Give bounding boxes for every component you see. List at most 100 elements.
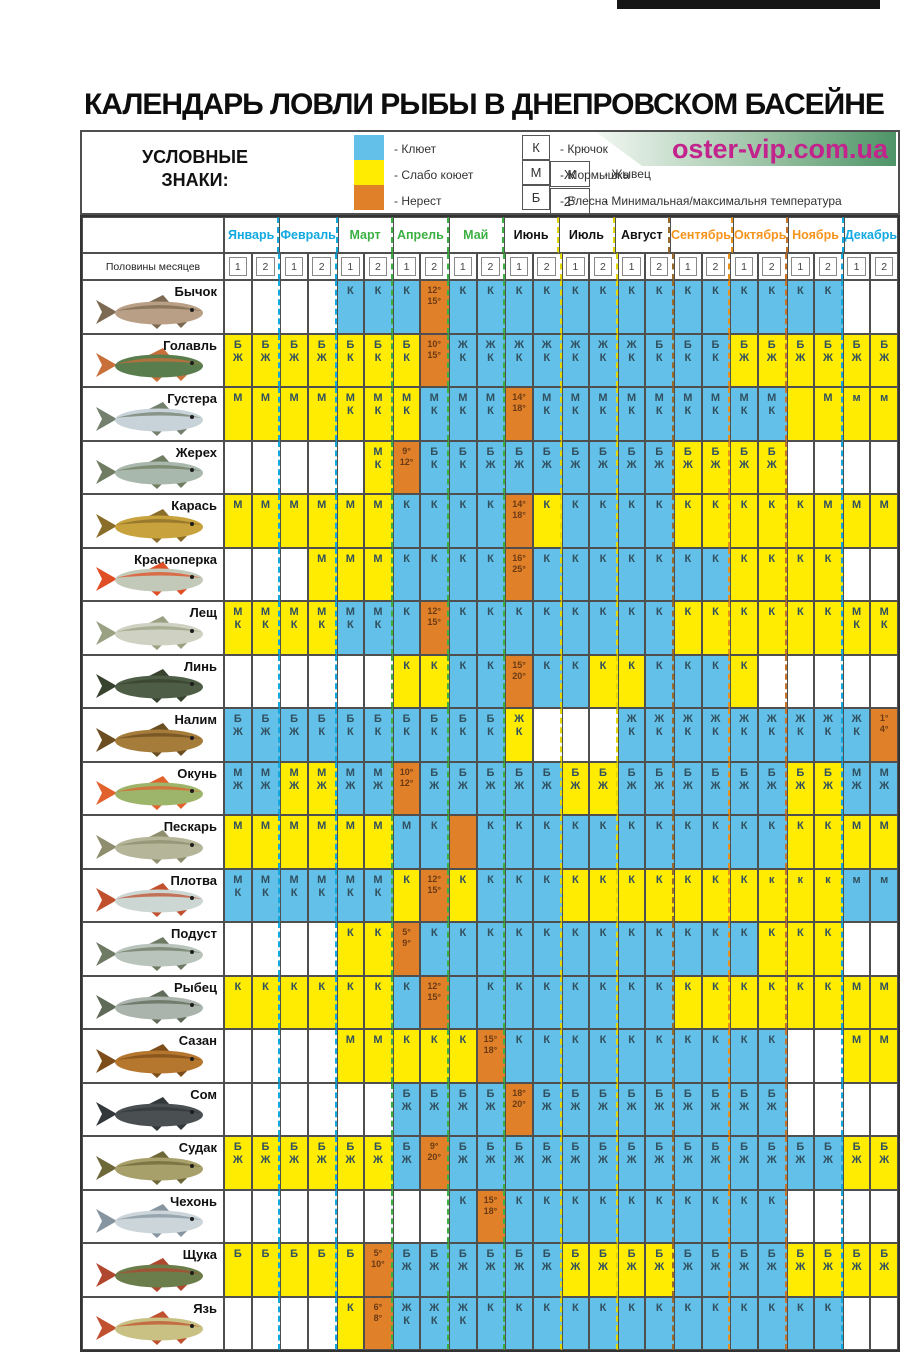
data-cell: Б Ж bbox=[617, 1082, 646, 1136]
data-cell: М Ж bbox=[336, 761, 365, 815]
data-cell: К bbox=[701, 1296, 731, 1350]
data-cell: М К bbox=[364, 387, 393, 441]
data-cell: Б Ж bbox=[449, 1082, 477, 1136]
half-number: 1 bbox=[791, 256, 810, 277]
data-cell: К bbox=[476, 280, 506, 334]
month-header-4: Апрель bbox=[393, 217, 449, 253]
half-number: 2 bbox=[649, 256, 669, 277]
half-number: 2 bbox=[762, 256, 781, 277]
data-cell bbox=[842, 922, 871, 976]
data-cell: М bbox=[364, 815, 393, 869]
data-cell bbox=[307, 1296, 337, 1350]
data-cell: Б Ж bbox=[701, 1136, 731, 1190]
data-cell: К bbox=[420, 815, 449, 869]
data-cell: Б Ж bbox=[589, 1136, 618, 1190]
data-cell: М bbox=[336, 547, 365, 601]
half-number: 1 bbox=[228, 256, 248, 277]
data-cell: М К bbox=[307, 868, 337, 922]
data-cell: К bbox=[645, 494, 674, 548]
data-cell: К bbox=[532, 547, 562, 601]
data-cell: К bbox=[814, 547, 843, 601]
data-cell bbox=[307, 1029, 337, 1083]
data-cell bbox=[814, 1029, 843, 1083]
data-cell: К bbox=[476, 654, 506, 708]
data-cell: М bbox=[814, 494, 843, 548]
data-cell bbox=[280, 1029, 308, 1083]
month-header-1: Январь bbox=[224, 217, 280, 253]
data-cell: Б К bbox=[449, 440, 477, 494]
fish-name: Язь bbox=[193, 1300, 217, 1316]
fish-cell-15: Сазан bbox=[82, 1029, 224, 1083]
data-cell: К bbox=[701, 494, 731, 548]
logo-text[interactable]: oster-vip.com.ua bbox=[671, 133, 888, 164]
data-cell: М bbox=[307, 547, 337, 601]
month-header-row: Январь Февраль Март Апрель Май Июнь Июль Август… bbox=[82, 217, 899, 253]
data-cell: К bbox=[786, 280, 815, 334]
table-row: Бычок К К К 12° 15° К К К К К К К К К К К К К К bbox=[82, 280, 898, 334]
legend-swatch-label-2: - Слабо коюет bbox=[394, 168, 474, 182]
half-cell-20: 2 bbox=[757, 253, 787, 280]
fish-name: Бычок bbox=[174, 284, 217, 299]
half-number: 1 bbox=[341, 256, 360, 277]
data-cell: Ж К bbox=[786, 708, 815, 762]
data-cell: м bbox=[870, 387, 898, 441]
fish-image bbox=[96, 776, 203, 810]
data-cell: К bbox=[674, 654, 702, 708]
data-cell: К bbox=[730, 1189, 758, 1243]
data-cell: Б Ж bbox=[814, 761, 843, 815]
half-number: 2 bbox=[874, 256, 894, 277]
data-cell: К bbox=[814, 601, 843, 655]
data-cell: К bbox=[505, 1189, 533, 1243]
data-cell bbox=[224, 1029, 252, 1083]
data-cell: К bbox=[730, 975, 758, 1029]
data-cell: К bbox=[645, 601, 674, 655]
data-cell: Б Ж bbox=[701, 761, 731, 815]
data-cell: М К bbox=[280, 601, 308, 655]
data-cell: К bbox=[730, 922, 758, 976]
data-cell: М К bbox=[420, 387, 449, 441]
fish-cell-4: Жерех bbox=[82, 440, 224, 494]
data-cell: К bbox=[674, 975, 702, 1029]
legend-symbol-label-2: - Мормышка bbox=[560, 168, 630, 182]
data-cell: К bbox=[757, 975, 787, 1029]
data-cell: К bbox=[449, 654, 477, 708]
data-cell: Ж К bbox=[392, 1296, 421, 1350]
data-cell: М bbox=[224, 494, 252, 548]
data-cell: Б К bbox=[392, 708, 421, 762]
data-cell: Ж К bbox=[645, 708, 674, 762]
fish-cell-2: Голавль bbox=[82, 333, 224, 387]
data-cell: М bbox=[280, 815, 308, 869]
data-cell: Ж К bbox=[617, 333, 646, 387]
data-cell: К bbox=[701, 815, 731, 869]
data-cell: К bbox=[532, 1296, 562, 1350]
data-cell: Б Ж bbox=[224, 1136, 252, 1190]
data-cell: К bbox=[420, 654, 449, 708]
data-cell: К bbox=[757, 815, 787, 869]
data-cell: К bbox=[674, 922, 702, 976]
data-cell: Б Ж bbox=[505, 761, 533, 815]
data-cell: 6° 8° bbox=[364, 1296, 393, 1350]
fish-name: Налим bbox=[174, 712, 218, 727]
data-cell bbox=[392, 1189, 421, 1243]
data-cell: К bbox=[364, 975, 393, 1029]
data-cell: К bbox=[730, 1029, 758, 1083]
data-cell: М К bbox=[870, 601, 898, 655]
data-cell: 12° 15° bbox=[420, 280, 449, 334]
data-cell: М К bbox=[392, 387, 421, 441]
data-cell: Б Ж bbox=[280, 708, 308, 762]
data-cell: К bbox=[561, 601, 590, 655]
half-number: 1 bbox=[397, 256, 416, 277]
data-cell: Б Ж bbox=[730, 440, 758, 494]
data-cell: К bbox=[476, 494, 506, 548]
fish-image bbox=[96, 1204, 203, 1238]
data-cell: М К bbox=[336, 601, 365, 655]
data-cell: К bbox=[701, 601, 731, 655]
data-cell: М Ж bbox=[280, 761, 308, 815]
data-cell: К bbox=[561, 494, 590, 548]
data-cell: К bbox=[701, 280, 731, 334]
logo-banner[interactable]: oster-vip.com.ua bbox=[596, 132, 896, 166]
data-cell: Б Ж bbox=[814, 1136, 843, 1190]
data-cell: К bbox=[561, 975, 590, 1029]
